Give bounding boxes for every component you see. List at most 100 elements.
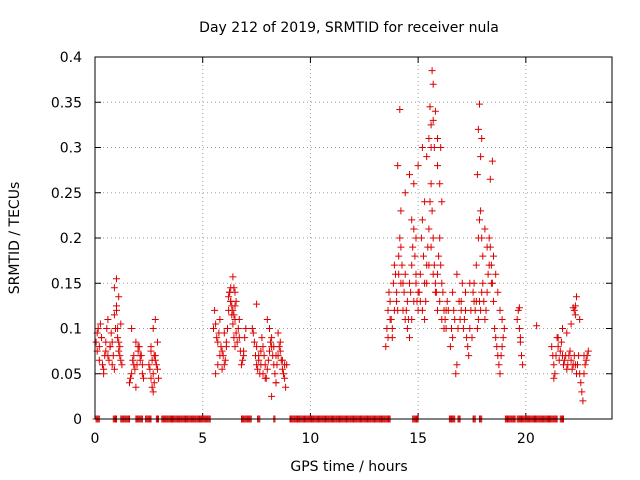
- data-point: [132, 338, 140, 346]
- data-point: [431, 288, 439, 296]
- data-point: [490, 297, 497, 305]
- data-point: [568, 365, 576, 373]
- data-point: [386, 297, 394, 305]
- data-point: [115, 338, 123, 346]
- data-point: [476, 100, 483, 108]
- data-point: [230, 311, 238, 319]
- data-point: [498, 343, 506, 351]
- data-point: [145, 361, 153, 369]
- data-point: [113, 275, 120, 283]
- data-point: [270, 343, 278, 351]
- data-point: [494, 288, 502, 296]
- data-point: [146, 365, 154, 373]
- data-point: [278, 356, 286, 364]
- data-point: [394, 162, 402, 170]
- data-point: [470, 297, 478, 305]
- data-point: [104, 352, 112, 360]
- data-point: [499, 334, 507, 342]
- data-point: [438, 279, 446, 287]
- data-point: [384, 334, 392, 342]
- data-point: [273, 361, 281, 369]
- data-point: [412, 234, 420, 242]
- data-point: [396, 106, 404, 113]
- data-point: [248, 325, 256, 332]
- data-point: [216, 316, 224, 323]
- data-point: [492, 270, 500, 278]
- data-point: [389, 279, 397, 287]
- data-point: [108, 361, 116, 369]
- data-point: [477, 207, 485, 215]
- data-point: [566, 347, 574, 355]
- data-point: [418, 144, 426, 151]
- data-point: [418, 306, 426, 314]
- data-point: [480, 297, 488, 305]
- data-point: [281, 374, 289, 382]
- data-point: [450, 306, 458, 314]
- data-point: [259, 370, 267, 378]
- data-point: [147, 343, 155, 351]
- data-point: [473, 325, 481, 332]
- data-point: [429, 234, 437, 242]
- data-point: [253, 300, 261, 308]
- data-point: [429, 116, 437, 124]
- data-point: [250, 338, 258, 346]
- data-point: [515, 304, 523, 312]
- data-point: [427, 121, 435, 129]
- data-point: [95, 356, 103, 364]
- data-point: [258, 334, 266, 342]
- data-point: [479, 279, 487, 287]
- data-point: [264, 356, 272, 364]
- data-point: [220, 329, 228, 337]
- data-point: [118, 361, 126, 369]
- data-point: [573, 293, 580, 301]
- data-point: [266, 347, 273, 355]
- data-point: [116, 343, 124, 351]
- data-point: [516, 338, 524, 346]
- data-point: [268, 334, 276, 342]
- data-point: [576, 316, 584, 323]
- data-point: [518, 352, 525, 360]
- data-point: [140, 374, 147, 382]
- data-point: [138, 370, 146, 378]
- data-point: [496, 306, 504, 314]
- data-point: [395, 252, 403, 260]
- data-point: [110, 365, 118, 373]
- data-point: [397, 243, 405, 251]
- data-point: [95, 343, 103, 351]
- data-point: [107, 329, 115, 337]
- data-point: [459, 325, 467, 332]
- data-point: [132, 383, 140, 391]
- data-point: [464, 343, 472, 351]
- data-point: [478, 234, 486, 242]
- data-point: [449, 288, 457, 296]
- data-point: [477, 153, 485, 161]
- data-point: [222, 343, 230, 351]
- data-point: [408, 316, 416, 323]
- data-point: [108, 338, 116, 346]
- data-point: [266, 325, 273, 332]
- data-point: [396, 234, 404, 242]
- data-point: [500, 325, 508, 332]
- data-point: [431, 279, 439, 287]
- data-point: [490, 252, 497, 260]
- data-point: [466, 279, 474, 287]
- data-point: [103, 325, 111, 332]
- data-point: [274, 329, 282, 337]
- data-point: [411, 252, 419, 260]
- data-point: [559, 325, 566, 332]
- data-point: [425, 225, 433, 233]
- data-point: [436, 234, 444, 242]
- data-point: [460, 316, 468, 323]
- data-point: [259, 343, 267, 351]
- data-point: [230, 284, 238, 292]
- data-point: [485, 234, 493, 242]
- data-point: [100, 365, 108, 373]
- data-point: [446, 343, 454, 351]
- data-point: [497, 352, 505, 360]
- data-point: [272, 379, 280, 387]
- data-point: [465, 352, 473, 360]
- data-point: [225, 293, 233, 301]
- data-point: [229, 306, 237, 314]
- data-point: [570, 306, 578, 314]
- data-point: [435, 252, 443, 260]
